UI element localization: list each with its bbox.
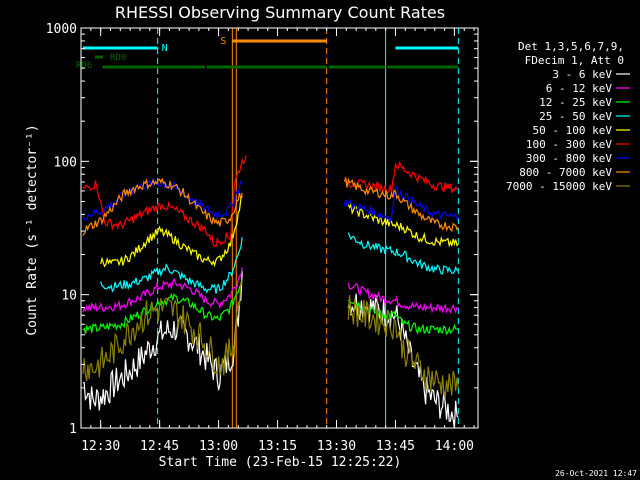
y-axis-label: Count Rate (s⁻¹ detector⁻¹) xyxy=(25,124,40,335)
series-line-8-1 xyxy=(347,295,459,399)
series-800to7000keV-group xyxy=(82,176,459,236)
rd0-flag-label: RD0 xyxy=(110,53,126,63)
x-tick-label-5: 13:45 xyxy=(376,439,415,454)
series-line-5-1 xyxy=(344,160,459,194)
series-line-1-0 xyxy=(82,267,243,313)
x-tick-label-6: 14:00 xyxy=(435,439,474,454)
x-tick-label-3: 13:15 xyxy=(258,439,297,454)
series-line-1-1 xyxy=(347,282,459,314)
series-line-8-0 xyxy=(82,281,243,381)
plot-frame xyxy=(80,27,479,429)
series-50to100keV-group xyxy=(100,195,459,268)
x-axis-label: Start Time (23-Feb-15 12:25:22) xyxy=(159,455,402,470)
legend-label-1: 6 - 12 keV xyxy=(546,82,613,95)
legend-label-8: 7000 - 15000 keV xyxy=(506,180,612,193)
x-tick-label-2: 13:00 xyxy=(199,439,238,454)
legend-label-7: 800 - 7000 keV xyxy=(519,166,612,179)
legend-label-0: 3 - 6 keV xyxy=(552,68,612,81)
series-7000to15000keV-group xyxy=(82,281,459,399)
legend-label-3: 25 - 50 keV xyxy=(539,110,612,123)
series-line-3-0 xyxy=(100,237,243,294)
legend-label-4: 50 - 100 keV xyxy=(533,124,613,137)
legend-label-5: 100 - 300 keV xyxy=(526,138,612,151)
flag-label-N: N xyxy=(162,43,168,54)
series-line-0-0 xyxy=(83,271,243,411)
legend-label-6: 300 - 800 keV xyxy=(526,152,612,165)
series-line-4-0 xyxy=(100,195,243,268)
series-line-6-1 xyxy=(343,185,459,224)
y-tick-label-3: 1000 xyxy=(46,22,77,37)
axes: 1 10 100 1000 12:30 12:45 13:00 13:15 13:30 13:45… xyxy=(46,22,479,454)
legend-label-2: 12 - 25 keV xyxy=(539,96,612,109)
series-100to300keV-group xyxy=(82,155,459,248)
series-line-2-0 xyxy=(82,279,243,334)
series-25to50keV-group xyxy=(100,232,459,294)
y-tick-label-0: 1 xyxy=(69,422,77,437)
legend: Det 1,3,5,6,7,9,FDecim 1, Att 03 - 6 keV… xyxy=(506,40,630,193)
legend-header-line-1: FDecim 1, Att 0 xyxy=(525,54,624,67)
x-tick-label-1: 12:45 xyxy=(140,439,179,454)
series-line-5-0 xyxy=(82,155,247,248)
series-6to12keV-group xyxy=(82,267,459,314)
series-300to800keV-group xyxy=(82,177,459,224)
flag-label-S: S xyxy=(220,36,226,47)
legend-header-line-0: Det 1,3,5,6,7,9, xyxy=(518,40,624,53)
chart-title: RHESSI Observing Summary Count Rates xyxy=(115,3,445,22)
series-line-4-1 xyxy=(347,202,459,248)
series-line-6-0 xyxy=(82,177,243,221)
series-line-7-1 xyxy=(343,176,459,233)
x-tick-label-4: 13:30 xyxy=(317,439,356,454)
flag-bars: N S RD0 RD6 xyxy=(76,36,459,71)
plot-area: N S RD0 RD6 xyxy=(76,28,459,429)
footer-timestamp: 26-Oct-2021 12:47 xyxy=(555,469,637,478)
series-line-3-1 xyxy=(347,232,459,275)
y-tick-label-2: 100 xyxy=(54,155,77,170)
rd6-flag-label: RD6 xyxy=(76,61,92,71)
x-tick-label-0: 12:30 xyxy=(81,439,120,454)
series-line-7-0 xyxy=(82,177,243,236)
y-tick-label-1: 10 xyxy=(61,289,77,304)
